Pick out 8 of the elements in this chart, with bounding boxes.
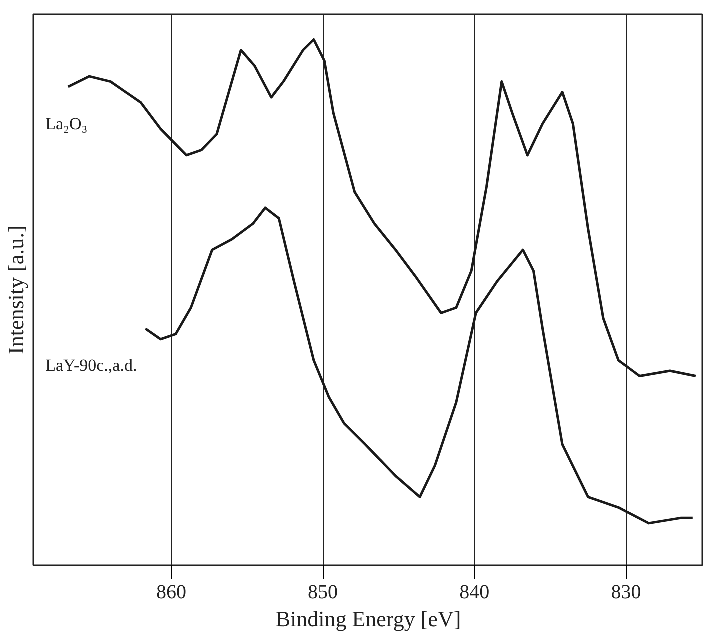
series-label: La₂O₃ bbox=[46, 114, 88, 134]
series-label: LaY-90c.,a.d. bbox=[46, 356, 138, 376]
x-tick-label: 850 bbox=[308, 582, 338, 604]
x-axis-title: Binding Energy [eV] bbox=[276, 606, 462, 632]
x-tick-label: 860 bbox=[156, 582, 186, 604]
y-axis-title: Intensity [a.u.] bbox=[4, 226, 28, 354]
x-tick-label: 830 bbox=[611, 582, 642, 604]
x-tick-label: 840 bbox=[460, 582, 490, 604]
